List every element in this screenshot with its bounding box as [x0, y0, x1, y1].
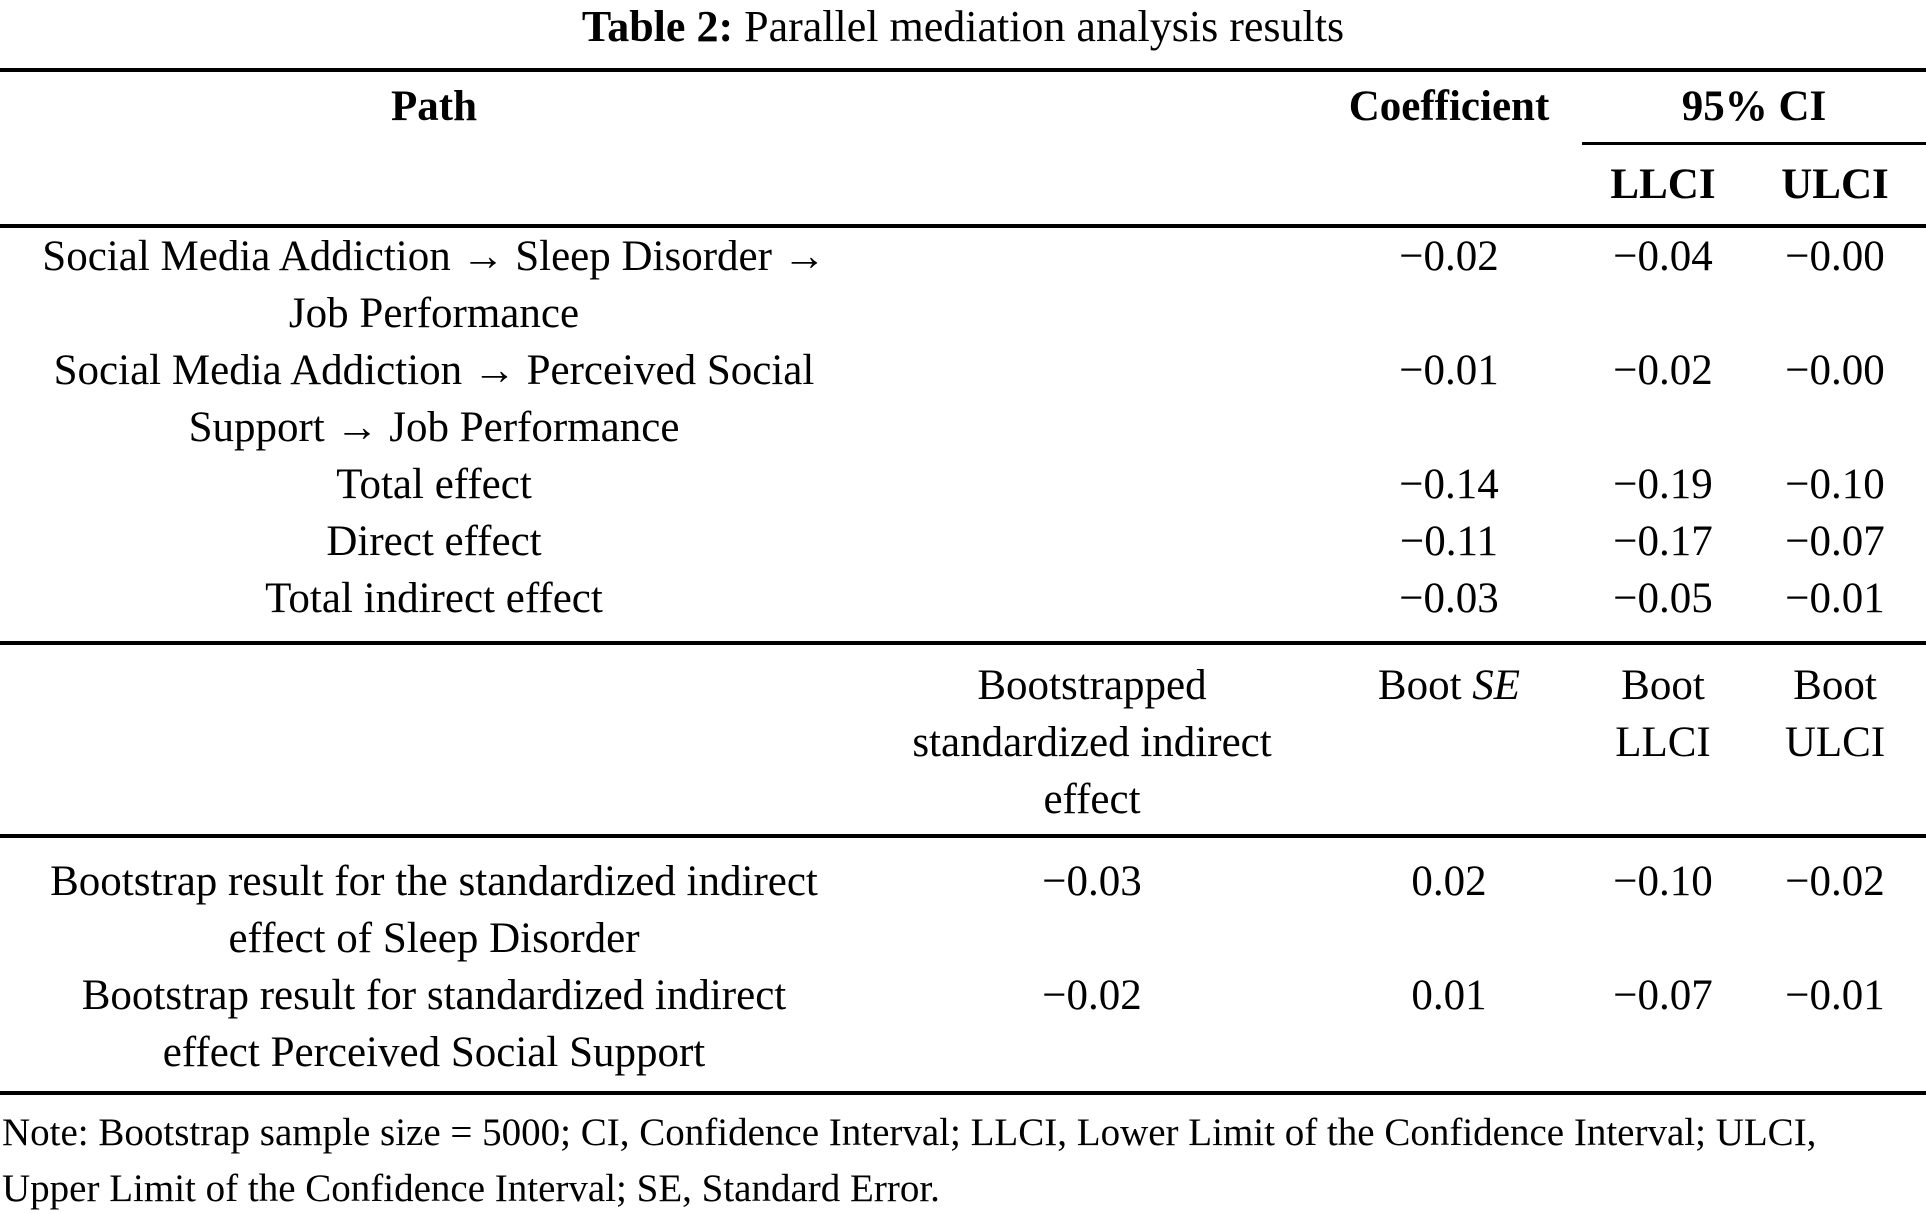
boot-llci-cell: −0.10 — [1613, 858, 1713, 905]
boot-ulci-cell: −0.02 — [1785, 858, 1885, 905]
col-header-boot-llci: Boot LLCI — [1615, 662, 1711, 766]
empty-cell — [868, 570, 1316, 627]
bootstrap-header: Bootstrapped standardized indirect effec… — [0, 645, 1926, 838]
table-row: Bootstrap result for standardized indire… — [0, 967, 1926, 1081]
boot-se-cell: 0.02 — [1411, 858, 1487, 905]
empty-cell — [868, 228, 1316, 342]
col-header-ulci: ULCI — [1781, 161, 1889, 208]
col-header-boot-ulci: Boot ULCI — [1784, 662, 1886, 766]
llci-cell: −0.17 — [1613, 518, 1713, 565]
empty-cell — [868, 513, 1316, 570]
path-cell: Social Media Addiction → Perceived Socia… — [53, 347, 815, 451]
ulci-cell: −0.10 — [1785, 461, 1885, 508]
empty-cell — [868, 342, 1316, 456]
coefficient-cell: −0.11 — [1400, 518, 1498, 565]
coefficient-cell: −0.02 — [1399, 233, 1499, 280]
col-header-coefficient: Coefficient — [1348, 83, 1550, 130]
coefficient-cell: −0.14 — [1399, 461, 1499, 508]
se-italic: SE — [1472, 662, 1521, 709]
table-caption-text: Parallel mediation analysis results — [744, 2, 1345, 51]
col-header-llci: LLCI — [1610, 161, 1716, 208]
llci-cell: −0.19 — [1613, 461, 1713, 508]
table-caption: Table 2: Parallel mediation analysis res… — [0, 0, 1926, 68]
table-row: Total effect −0.14 −0.19 −0.10 — [0, 456, 1926, 513]
table-body-paths: Social Media Addiction → Sleep Disorder … — [0, 228, 1926, 645]
boot-effect-cell: −0.02 — [1042, 972, 1142, 1019]
table-caption-label: Table 2: — [581, 2, 734, 51]
subheader-spacer — [868, 145, 1316, 224]
coefficient-cell: −0.03 — [1399, 575, 1499, 622]
boot-ulci-cell: −0.01 — [1785, 972, 1885, 1019]
boot-se-cell: 0.01 — [1411, 972, 1487, 1019]
ulci-cell: −0.00 — [1785, 233, 1885, 280]
path-cell: Bootstrap result for standardized indire… — [81, 972, 787, 1076]
path-cell: Direct effect — [326, 518, 542, 565]
subheader-spacer — [1316, 145, 1582, 224]
results-table: Path Coefficient 95% CI LLCI ULCI Social… — [0, 68, 1926, 1095]
path-cell: Social Media Addiction → Sleep Disorder … — [42, 233, 826, 337]
llci-cell: −0.04 — [1613, 233, 1713, 280]
table-footnote: Note: Bootstrap sample size = 5000; CI, … — [2, 1111, 1817, 1210]
subheader-spacer — [0, 145, 868, 224]
col-header-bootstrapped-effect: Bootstrapped standardized indirect effec… — [912, 662, 1272, 823]
boot-effect-cell: −0.03 — [1042, 858, 1142, 905]
col-header-boot-se: Boot SE — [1377, 662, 1521, 709]
ulci-cell: −0.00 — [1785, 347, 1885, 394]
path-cell: Total indirect effect — [265, 575, 603, 622]
path-cell: Bootstrap result for the standardized in… — [50, 858, 818, 962]
col-header-path: Path — [391, 83, 477, 130]
col-header-95ci: 95% CI — [1582, 72, 1926, 145]
bootstrap-body: Bootstrap result for the standardized in… — [0, 838, 1926, 1095]
llci-cell: −0.05 — [1613, 575, 1713, 622]
coefficient-cell: −0.01 — [1399, 347, 1499, 394]
ulci-cell: −0.01 — [1785, 575, 1885, 622]
table-header: Path Coefficient 95% CI LLCI ULCI — [0, 72, 1926, 228]
ulci-cell: −0.07 — [1785, 518, 1885, 565]
table-row: Direct effect −0.11 −0.17 −0.07 — [0, 513, 1926, 570]
path-cell: Total effect — [336, 461, 532, 508]
table-row: Social Media Addiction → Perceived Socia… — [0, 342, 1926, 456]
llci-cell: −0.02 — [1613, 347, 1713, 394]
table-row: Social Media Addiction → Sleep Disorder … — [0, 228, 1926, 342]
table-row: Total indirect effect −0.03 −0.05 −0.01 — [0, 570, 1926, 627]
empty-cell — [868, 456, 1316, 513]
table-row: Bootstrap result for the standardized in… — [0, 853, 1926, 967]
empty-cell — [0, 657, 868, 828]
boot-llci-cell: −0.07 — [1613, 972, 1713, 1019]
col-header-spacer — [868, 72, 1316, 145]
